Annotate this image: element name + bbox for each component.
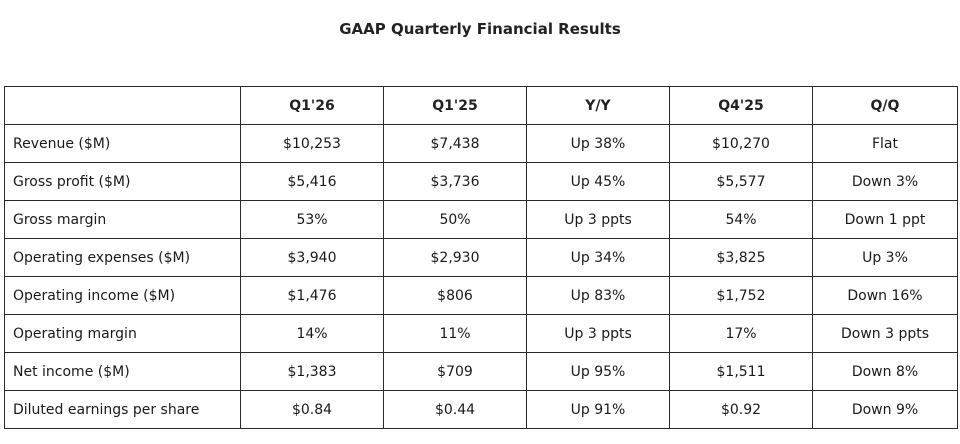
table-cell: $10,270 [669,124,813,163]
table-cell: $0.92 [669,390,813,429]
table-cell: 11% [383,314,527,353]
table-cell: Flat [812,124,958,163]
table-cell: 50% [383,200,527,239]
row-label: Diluted earnings per share [4,390,241,429]
table-cell: $1,476 [240,276,384,315]
table-cell: 54% [669,200,813,239]
table-cell: $0.84 [240,390,384,429]
table-cell: $1,383 [240,352,384,391]
table-cell: $10,253 [240,124,384,163]
table-cell: $3,940 [240,238,384,277]
table-cell: $3,736 [383,162,527,201]
table-cell: $2,930 [383,238,527,277]
table-row: Diluted earnings per share $0.84 $0.44 U… [4,390,958,429]
table-cell: Down 16% [812,276,958,315]
table-cell: Down 8% [812,352,958,391]
table-cell: Up 38% [526,124,670,163]
table-row: Operating margin 14% 11% Up 3 ppts 17% D… [4,314,958,353]
table-cell: Up 83% [526,276,670,315]
table-header-row: Q1'26 Q1'25 Y/Y Q4'25 Q/Q [4,86,958,125]
row-label: Net income ($M) [4,352,241,391]
table-row: Revenue ($M) $10,253 $7,438 Up 38% $10,2… [4,124,958,163]
table-cell: $5,416 [240,162,384,201]
table-row: Operating income ($M) $1,476 $806 Up 83%… [4,276,958,315]
table-cell: Down 3% [812,162,958,201]
table-row: Gross margin 53% 50% Up 3 ppts 54% Down … [4,200,958,239]
table-row: Gross profit ($M) $5,416 $3,736 Up 45% $… [4,162,958,201]
row-label: Revenue ($M) [4,124,241,163]
table-cell: Down 3 ppts [812,314,958,353]
table-cell: $806 [383,276,527,315]
row-label: Gross profit ($M) [4,162,241,201]
table-cell: Down 1 ppt [812,200,958,239]
table-cell: Down 9% [812,390,958,429]
row-label: Operating income ($M) [4,276,241,315]
table-cell: Up 45% [526,162,670,201]
table-cell: $1,752 [669,276,813,315]
header-cell-q1-26: Q1'26 [240,86,384,125]
header-cell-q1-25: Q1'25 [383,86,527,125]
table-cell: Up 34% [526,238,670,277]
header-cell-yy: Y/Y [526,86,670,125]
header-cell-qq: Q/Q [812,86,958,125]
table-cell: 53% [240,200,384,239]
table-row: Operating expenses ($M) $3,940 $2,930 Up… [4,238,958,277]
table-cell: Up 91% [526,390,670,429]
table-cell: Up 3 ppts [526,200,670,239]
row-label: Operating margin [4,314,241,353]
table-cell: Up 3 ppts [526,314,670,353]
table-cell: $0.44 [383,390,527,429]
table-cell: 14% [240,314,384,353]
financial-results-table: Q1'26 Q1'25 Y/Y Q4'25 Q/Q Revenue ($M) $… [4,86,958,429]
table-cell: Up 95% [526,352,670,391]
header-cell-q4-25: Q4'25 [669,86,813,125]
table-cell: Up 3% [812,238,958,277]
table-row: Net income ($M) $1,383 $709 Up 95% $1,51… [4,352,958,391]
page-title: GAAP Quarterly Financial Results [339,20,621,38]
row-label: Operating expenses ($M) [4,238,241,277]
row-label: Gross margin [4,200,241,239]
table-cell: $3,825 [669,238,813,277]
table-cell: $7,438 [383,124,527,163]
table-cell: $1,511 [669,352,813,391]
header-cell-empty [4,86,241,125]
table-cell: $5,577 [669,162,813,201]
table-cell: $709 [383,352,527,391]
table-cell: 17% [669,314,813,353]
